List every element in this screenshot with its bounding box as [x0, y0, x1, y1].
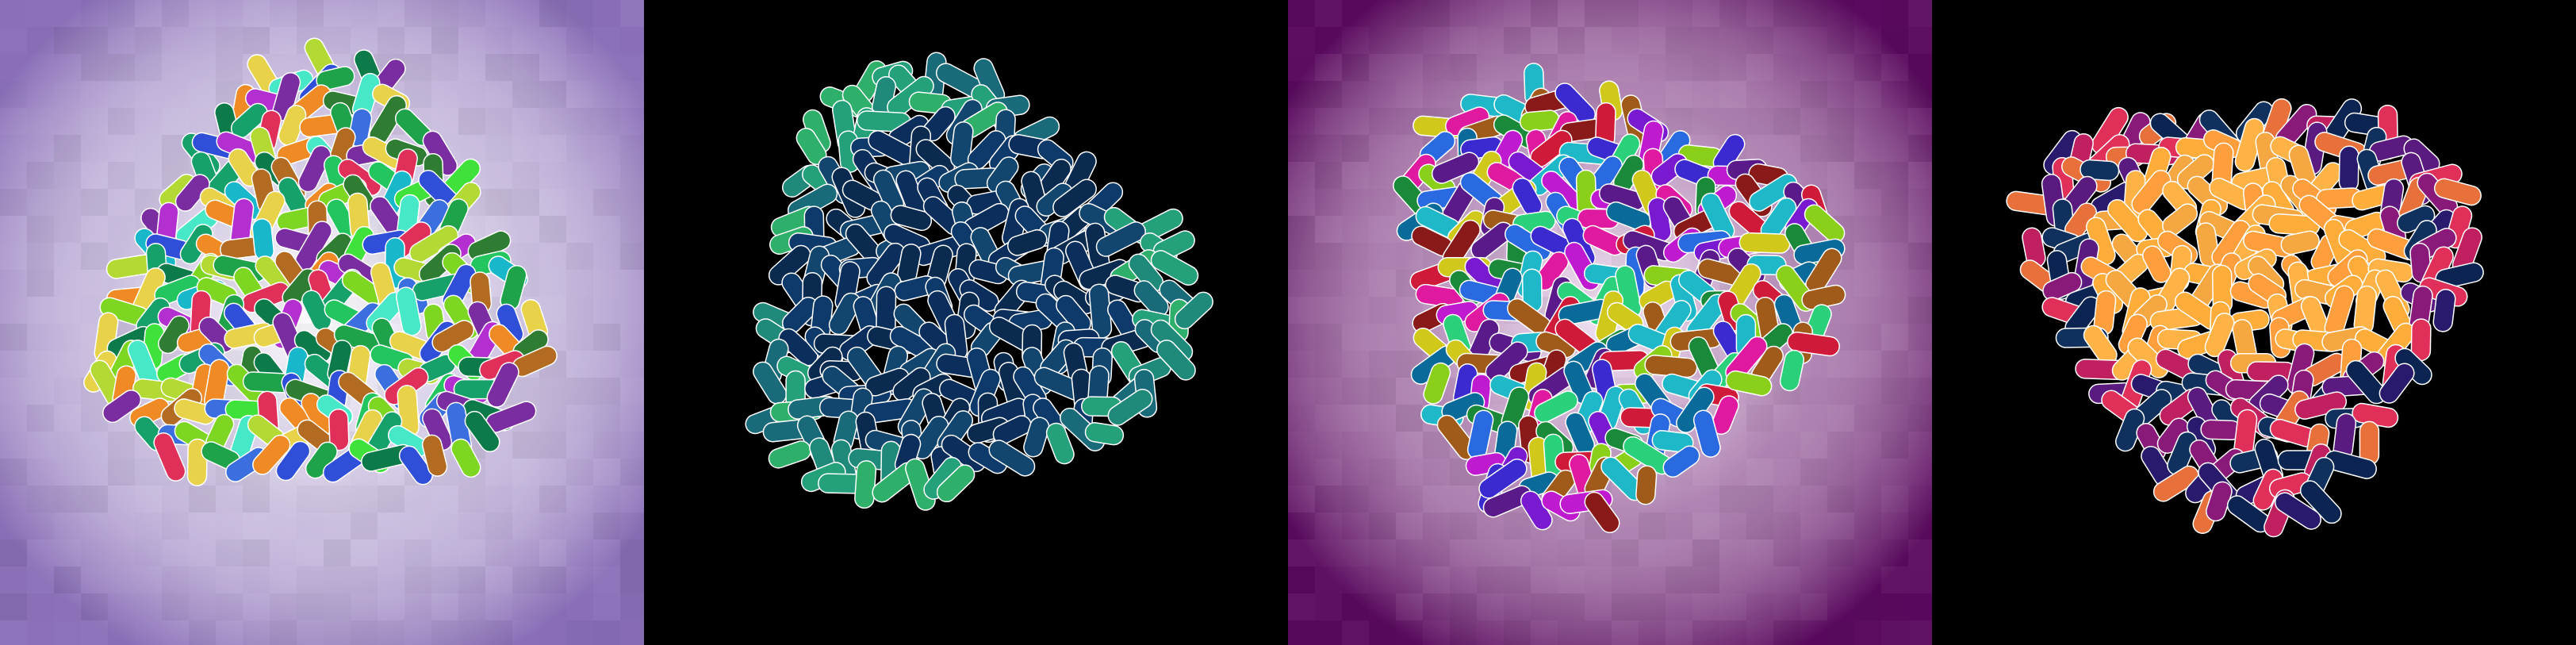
cell: [1711, 395, 1739, 435]
cell: [936, 464, 976, 503]
cell: [1804, 204, 1846, 244]
cell: [1023, 417, 1050, 458]
cell: [1052, 179, 1097, 217]
cell: [988, 440, 1036, 477]
cell: [2204, 313, 2235, 358]
cell: [1431, 152, 1480, 184]
cell: [1725, 370, 1773, 397]
cell: [2274, 492, 2321, 530]
cell: [1045, 422, 1075, 465]
cell-colony-image-2: [644, 0, 1288, 645]
panel-4: [1932, 0, 2576, 645]
cell: [866, 242, 906, 288]
cell: [854, 460, 877, 509]
cell: [1749, 173, 1798, 212]
cell: [1174, 291, 1213, 330]
cell: [2299, 480, 2342, 524]
cell-colony: [1393, 63, 1846, 533]
cell: [251, 218, 274, 261]
cell: [1478, 459, 1528, 499]
cell: [450, 438, 481, 478]
cell: [422, 408, 453, 451]
cell: [2131, 170, 2172, 214]
cell: [398, 445, 434, 486]
cell: [2152, 465, 2199, 502]
cell: [1006, 228, 1048, 256]
cell: [102, 390, 142, 424]
cell-colony: [83, 37, 558, 486]
cell: [1779, 349, 1805, 392]
cell: [2106, 199, 2149, 243]
cell: [1787, 331, 1840, 357]
cell: [1662, 445, 1700, 478]
cell: [1423, 362, 1451, 405]
cell: [828, 292, 861, 336]
cell: [2379, 363, 2415, 404]
cell: [992, 415, 1032, 445]
cell: [464, 410, 500, 453]
cell: [275, 440, 311, 482]
cell: [316, 66, 355, 91]
cell: [153, 432, 186, 482]
cell-colony-image-1: [0, 0, 644, 645]
cell-colony: [745, 52, 1213, 511]
panel-2: [644, 0, 1288, 645]
panel-3: [1288, 0, 1932, 645]
panel-1: [0, 0, 644, 645]
cell: [1651, 430, 1694, 453]
cell: [2042, 271, 2083, 301]
cell: [1692, 409, 1721, 458]
cell-colony-image-3: [1288, 0, 1932, 645]
cell: [2338, 145, 2359, 193]
cell: [395, 286, 422, 336]
cell: [1084, 422, 1125, 446]
cell: [328, 408, 350, 451]
cell: [1107, 388, 1153, 426]
cell-colony-image-4: [1932, 0, 2576, 645]
cell: [768, 244, 811, 286]
cell: [1095, 221, 1146, 257]
cell: [986, 156, 1019, 194]
cell: [890, 205, 933, 232]
cell: [2142, 245, 2172, 283]
cell: [1738, 232, 1791, 254]
cell: [252, 434, 291, 475]
cell: [2433, 178, 2482, 206]
cell: [2432, 289, 2456, 332]
cell: [1534, 390, 1578, 424]
cell: [1605, 201, 1652, 232]
cell: [1635, 465, 1658, 505]
cell: [1156, 340, 1196, 381]
cell: [2080, 159, 2120, 182]
cell: [1150, 250, 1199, 286]
cell: [2294, 391, 2348, 420]
cell: [421, 434, 448, 477]
cell: [297, 144, 332, 193]
cell: [2280, 230, 2320, 255]
cell-colony: [2006, 98, 2484, 538]
cell: [1584, 491, 1620, 533]
